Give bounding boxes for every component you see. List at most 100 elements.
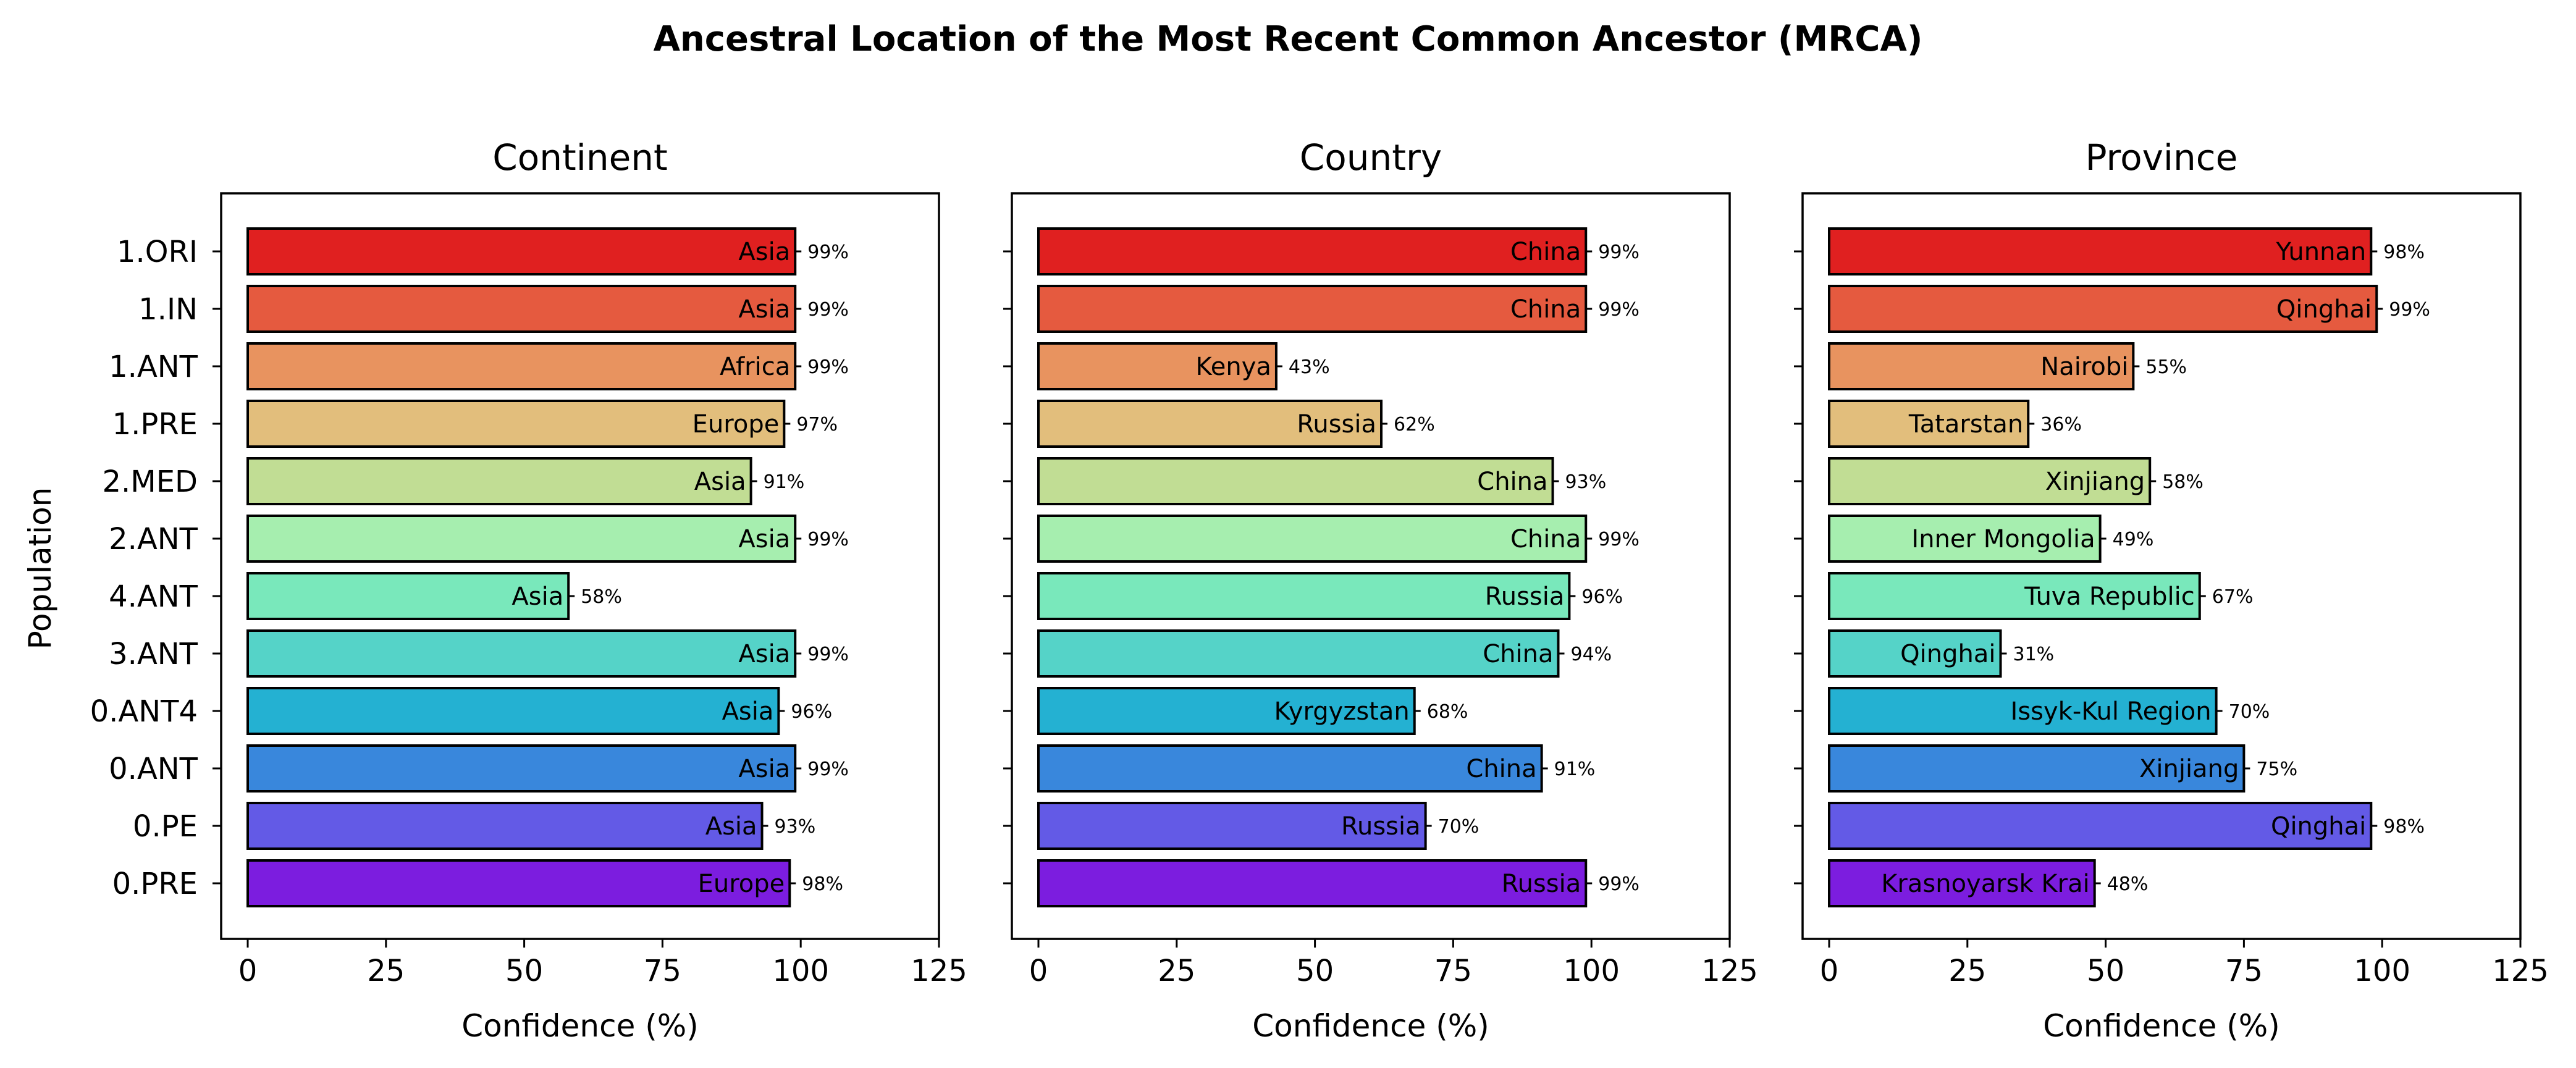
value-label: 98%	[802, 873, 843, 895]
bar	[246, 457, 752, 505]
bar-label: Europe	[692, 410, 780, 439]
bar	[1828, 342, 2135, 390]
bar-label: China	[1477, 468, 1547, 496]
bar	[246, 285, 797, 333]
x-axis-label: Confidence (%)	[1252, 1008, 1489, 1044]
x-tick-label: 50	[2087, 954, 2124, 988]
bar-label: China	[1510, 238, 1581, 266]
value-label: 58%	[581, 586, 622, 608]
value-label: 93%	[775, 816, 816, 838]
bar	[1828, 859, 2096, 907]
bar-label: China	[1466, 755, 1536, 783]
x-tick-label: 125	[1701, 954, 1758, 988]
bar-label: Xinjiang	[2139, 755, 2239, 783]
value-label: 68%	[1427, 701, 1468, 723]
value-label: 36%	[2040, 414, 2082, 435]
y-tick-label: 0.PE	[133, 809, 198, 844]
bar-label: Asia	[738, 755, 790, 783]
y-tick-label: 1.ANT	[109, 350, 198, 384]
value-label: 99%	[1598, 242, 1639, 263]
bar	[246, 572, 570, 620]
bar-label: Asia	[511, 582, 563, 611]
value-label: 98%	[2383, 816, 2425, 838]
plot-frame	[1011, 192, 1731, 940]
bar-label: Russia	[1297, 410, 1376, 439]
x-axis-label: Confidence (%)	[2043, 1008, 2280, 1044]
bar	[246, 859, 791, 907]
bar	[1037, 227, 1588, 275]
bar	[246, 687, 780, 735]
value-label: 99%	[807, 529, 849, 550]
bar-label: Asia	[738, 238, 790, 266]
value-label: 94%	[1570, 644, 1612, 665]
plot-frame	[220, 192, 940, 940]
bar	[1037, 629, 1560, 678]
x-tick-label: 50	[1296, 954, 1334, 988]
panel-title: Province	[2086, 137, 2238, 179]
value-label: 96%	[791, 701, 832, 723]
bar	[1037, 285, 1588, 333]
x-tick-label: 100	[2354, 954, 2410, 988]
value-label: 70%	[1438, 816, 1480, 838]
value-label: 48%	[2107, 873, 2149, 895]
x-tick-label: 125	[2492, 954, 2549, 988]
bar	[1828, 687, 2218, 735]
bar	[246, 744, 797, 793]
bar	[1828, 285, 2378, 333]
bar-label: Europe	[698, 870, 785, 898]
bar-label: Xinjiang	[2045, 468, 2145, 496]
bar-label: Tatarstan	[1908, 410, 2023, 439]
bar	[1037, 457, 1554, 505]
value-label: 99%	[807, 299, 849, 321]
y-tick-label: 0.PRE	[112, 867, 198, 901]
y-tick-label: 3.ANT	[109, 637, 198, 671]
bar-label: Kenya	[1196, 353, 1271, 381]
bar	[246, 629, 797, 678]
value-label: 99%	[2389, 299, 2430, 321]
chart-panel-province: Province Yunnan 98% Qinghai 99% Nairobi 55% Tat…	[1794, 137, 2549, 1044]
value-label: 49%	[2113, 529, 2154, 550]
y-tick-label: 0.ANT4	[90, 694, 198, 729]
bar-label: Asia	[722, 697, 774, 726]
y-tick-label: 1.PRE	[112, 407, 198, 442]
bar-label: Asia	[738, 525, 790, 553]
x-tick-label: 75	[1434, 954, 1472, 988]
value-label: 58%	[2162, 471, 2203, 493]
value-label: 70%	[2229, 701, 2270, 723]
figure-title: Ancestral Location of the Most Recent Co…	[654, 19, 1923, 59]
bar-label: China	[1510, 525, 1581, 553]
bar-label: Qinghai	[2271, 812, 2366, 841]
value-label: 99%	[807, 759, 849, 780]
x-tick-label: 25	[367, 954, 405, 988]
x-tick-label: 125	[911, 954, 967, 988]
value-label: 98%	[2383, 242, 2425, 263]
y-tick-label: 1.ORI	[117, 235, 198, 269]
bar	[246, 400, 786, 448]
bar-label: Tuva Republic	[2024, 582, 2195, 611]
x-tick-label: 0	[1029, 954, 1048, 988]
bar-label: Inner Mongolia	[1911, 525, 2095, 553]
value-label: 99%	[1598, 299, 1639, 321]
y-tick-label: 1.IN	[138, 292, 198, 327]
y-tick-label: 0.ANT	[109, 752, 198, 786]
bar	[1037, 744, 1543, 793]
bar	[1037, 342, 1277, 390]
bar	[246, 227, 797, 275]
chart-panels: Continent Asia 99% 1.ORI Asia 99% 1.IN Africa 99…	[90, 137, 2549, 1044]
bar-label: China	[1483, 640, 1553, 668]
x-tick-label: 0	[238, 954, 258, 988]
value-label: 91%	[764, 471, 805, 493]
value-label: 99%	[807, 356, 849, 378]
bar-label: Nairobi	[2040, 353, 2128, 381]
bar-label: Yunnan	[2276, 238, 2367, 266]
x-tick-label: 25	[1948, 954, 1986, 988]
bar	[1828, 572, 2201, 620]
bar-label: Russia	[1502, 870, 1581, 898]
y-tick-label: 2.ANT	[109, 522, 198, 557]
bar-label: Qinghai	[1900, 640, 1995, 668]
bar	[1828, 400, 2030, 448]
bar	[1037, 859, 1588, 907]
y-tick-label: 2.MED	[103, 465, 198, 499]
bar-label: Asia	[738, 295, 790, 324]
bar	[1828, 629, 2002, 678]
